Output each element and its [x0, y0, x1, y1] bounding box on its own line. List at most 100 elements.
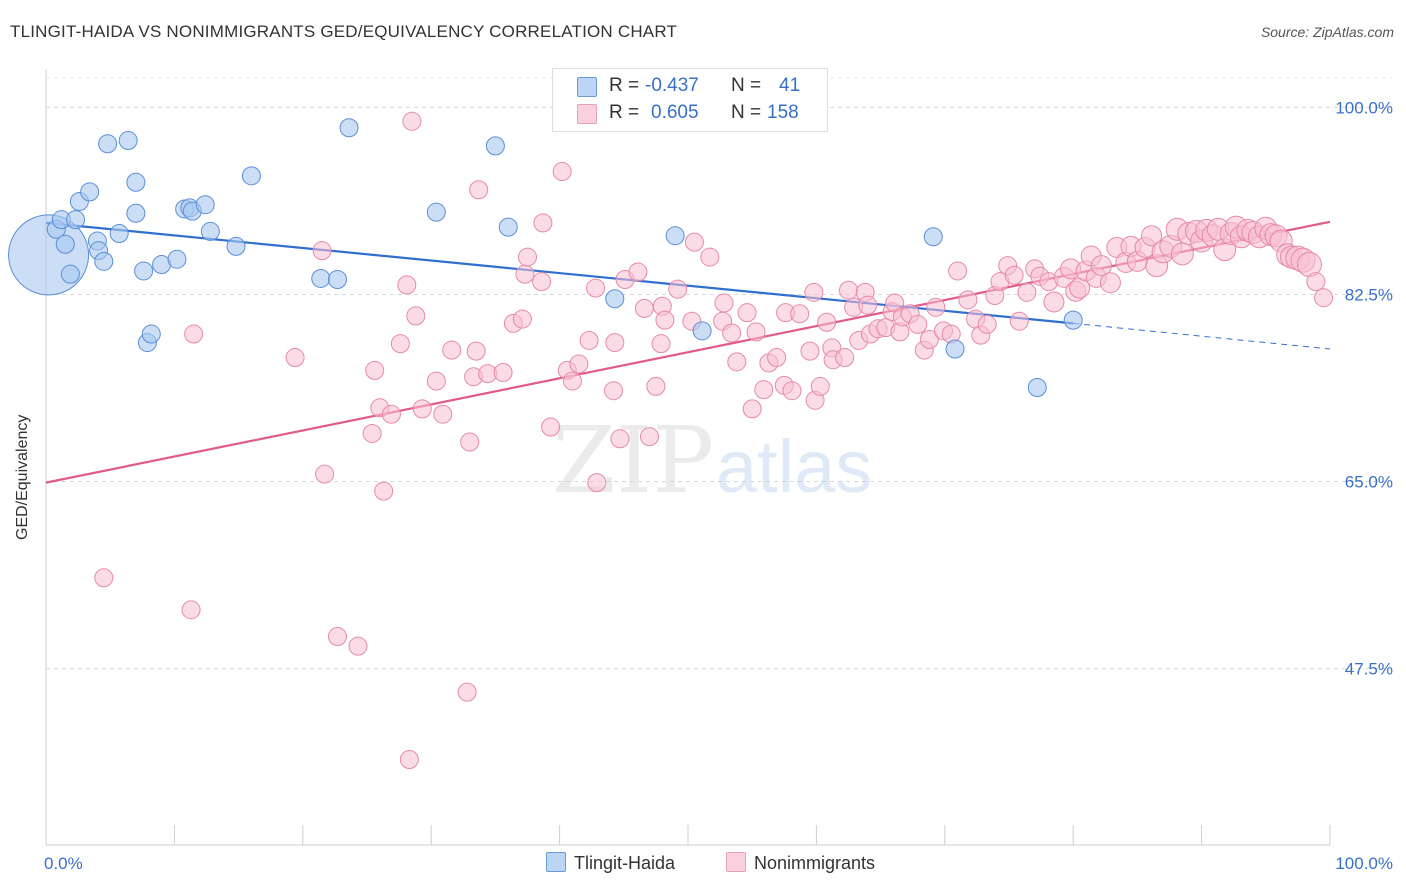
point-nonimmigrants — [348, 636, 368, 656]
point-nonimmigrants — [552, 162, 572, 182]
point-nonimmigrants — [457, 682, 477, 702]
point-tlingit-haida — [94, 251, 114, 271]
point-tlingit-haida — [923, 227, 943, 247]
correlation-legend: R = -0.437 N = 41 R = 0.605 N = 158 — [552, 68, 828, 132]
point-tlingit-haida — [327, 270, 347, 290]
point-nonimmigrants — [1141, 225, 1163, 247]
point-nonimmigrants — [433, 404, 453, 424]
point-nonimmigrants — [767, 348, 787, 368]
watermark-zip: ZIP — [552, 407, 714, 514]
point-nonimmigrants — [1170, 242, 1194, 266]
point-nonimmigrants — [397, 275, 417, 295]
point-nonimmigrants — [610, 429, 630, 449]
point-tlingit-haida — [118, 131, 138, 151]
r-value: -0.437 — [645, 75, 699, 96]
point-nonimmigrants — [587, 473, 607, 493]
point-nonimmigrants — [586, 278, 606, 298]
r-value: 0.605 — [651, 102, 699, 123]
point-tlingit-haida — [200, 221, 220, 241]
point-nonimmigrants — [541, 417, 561, 437]
point-tlingit-haida — [126, 203, 146, 223]
point-tlingit-haida — [339, 118, 359, 138]
point-nonimmigrants — [948, 261, 968, 281]
point-nonimmigrants — [1306, 272, 1326, 292]
point-nonimmigrants — [908, 314, 928, 334]
point-nonimmigrants — [315, 464, 335, 484]
r-label: R = — [609, 102, 640, 123]
point-nonimmigrants — [958, 290, 978, 310]
axes — [45, 70, 1331, 846]
point-nonimmigrants — [651, 334, 671, 354]
point-nonimmigrants — [655, 310, 675, 330]
n-value: 41 — [779, 75, 801, 96]
point-nonimmigrants — [926, 297, 946, 317]
y-tick-label: 47.5% — [1345, 660, 1393, 679]
point-nonimmigrants — [800, 341, 820, 361]
point-tlingit-haida — [66, 210, 86, 230]
point-nonimmigrants — [181, 600, 201, 620]
point-nonimmigrants — [668, 279, 688, 299]
trend-extension-tlingit-haida — [1073, 322, 1331, 350]
point-nonimmigrants — [737, 303, 757, 323]
source-label: Source: ZipAtlas.com — [1260, 24, 1394, 40]
point-nonimmigrants — [532, 272, 552, 292]
point-nonimmigrants — [406, 306, 426, 326]
x-tick-label-max: 100.0% — [1335, 854, 1393, 873]
point-nonimmigrants — [184, 324, 204, 344]
point-nonimmigrants — [1017, 282, 1037, 302]
n-label: N = — [731, 102, 762, 123]
point-tlingit-haida — [141, 324, 161, 344]
point-tlingit-haida — [167, 249, 187, 269]
point-tlingit-haida — [1063, 310, 1083, 330]
point-tlingit-haida — [60, 264, 80, 284]
point-nonimmigrants — [604, 381, 624, 401]
x-tick-label-min: 0.0% — [44, 854, 83, 873]
point-nonimmigrants — [466, 341, 486, 361]
point-tlingit-haida — [134, 261, 154, 281]
point-tlingit-haida — [605, 289, 625, 309]
trend-line-tlingit-haida — [45, 221, 1074, 325]
point-nonimmigrants — [684, 232, 704, 252]
point-nonimmigrants — [790, 304, 810, 324]
point-nonimmigrants — [562, 371, 582, 391]
point-tlingit-haida — [226, 236, 246, 256]
point-tlingit-haida — [426, 202, 446, 222]
point-nonimmigrants — [362, 423, 382, 443]
point-nonimmigrants — [518, 247, 537, 267]
legend-label: Tlingit-Haida — [574, 853, 676, 873]
chart-title: TLINGIT-HAIDA VS NONIMMIGRANTS GED/EQUIV… — [10, 22, 678, 41]
point-nonimmigrants — [727, 352, 747, 372]
point-nonimmigrants — [1314, 288, 1334, 308]
y-axis-label: GED/Equivalency — [14, 414, 31, 540]
point-tlingit-haida — [109, 224, 129, 244]
n-value: 158 — [767, 102, 799, 123]
legend-label: Nonimmigrants — [754, 853, 876, 873]
point-nonimmigrants — [312, 241, 332, 261]
point-nonimmigrants — [835, 348, 855, 368]
legend-item-nonimmigrants: Nonimmigrants — [726, 852, 875, 874]
point-tlingit-haida — [1027, 377, 1047, 397]
point-tlingit-haida — [945, 339, 965, 359]
point-nonimmigrants — [533, 213, 553, 233]
point-nonimmigrants — [515, 264, 535, 284]
legend-swatch-blue — [577, 77, 597, 97]
point-tlingit-haida — [241, 166, 261, 186]
point-nonimmigrants — [839, 280, 858, 300]
point-nonimmigrants — [374, 481, 394, 501]
point-tlingit-haida — [692, 321, 712, 341]
point-nonimmigrants — [977, 314, 997, 334]
legend-item-tlingit-haida: Tlingit-Haida — [546, 852, 675, 874]
data-points — [8, 111, 1334, 769]
point-nonimmigrants — [1004, 265, 1024, 285]
watermark-atlas: atlas — [716, 425, 872, 508]
point-nonimmigrants — [327, 627, 347, 647]
point-nonimmigrants — [742, 399, 762, 419]
point-nonimmigrants — [469, 180, 489, 200]
watermark: ZIP atlas — [552, 407, 872, 514]
point-nonimmigrants — [746, 322, 766, 342]
point-nonimmigrants — [1043, 291, 1065, 313]
point-nonimmigrants — [628, 262, 648, 282]
point-nonimmigrants — [754, 380, 774, 400]
point-tlingit-haida — [195, 195, 215, 215]
legend-swatch-pink — [726, 852, 746, 872]
